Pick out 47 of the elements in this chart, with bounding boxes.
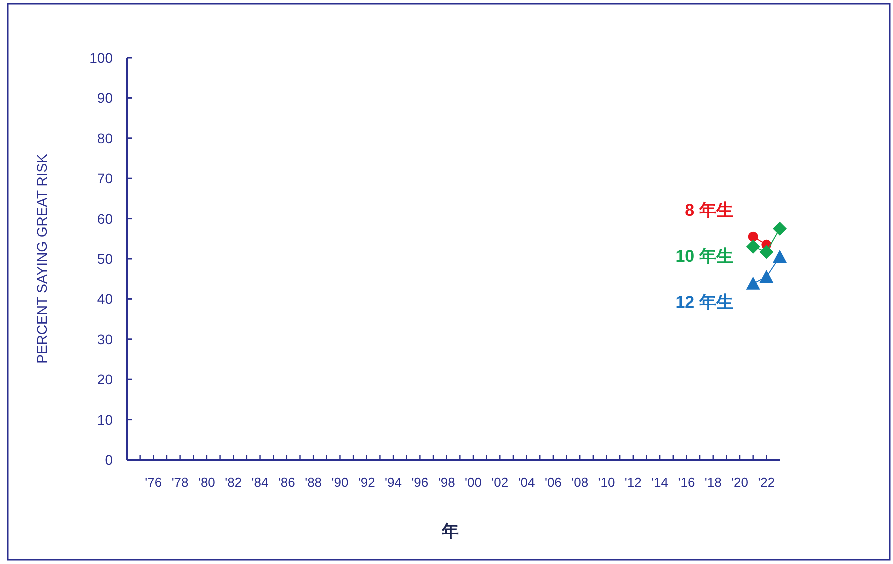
x-tick-label: '06 [544, 475, 562, 490]
point [760, 270, 774, 284]
x-tick-label: '84 [252, 475, 269, 490]
x-tick-label: '12 [624, 475, 642, 490]
x-tick-label: '04 [518, 475, 536, 490]
x-tick-label: '80 [198, 475, 216, 490]
x-tick-label: '86 [278, 475, 296, 490]
x-tick-label: '82 [225, 475, 242, 490]
point [760, 245, 774, 260]
x-tick-label: '78 [172, 475, 189, 490]
x-tick-label: '14 [652, 475, 669, 490]
y-tick-label: 20 [97, 372, 114, 388]
x-tick-label: '94 [385, 475, 402, 490]
series-label: 8 年生 [685, 200, 734, 220]
x-tick-label: '90 [332, 475, 349, 490]
x-axis-title: 年 [441, 522, 459, 541]
series-label: 10 年生 [676, 246, 734, 266]
point [748, 232, 758, 242]
y-tick-label: 60 [97, 210, 114, 227]
y-tick-label: 10 [97, 412, 114, 428]
y-axis-title: PERCENT SAYING GREAT RISK [34, 153, 50, 364]
point [773, 222, 787, 236]
x-tick-label: '00 [465, 475, 482, 490]
x-tick-label: '10 [598, 475, 616, 490]
y-tick-label: 70 [97, 170, 114, 187]
x-tick-label: '18 [704, 475, 722, 490]
y-tick-label: 40 [97, 291, 114, 308]
point [773, 250, 787, 263]
x-tick-label: '88 [305, 475, 322, 490]
x-tick-label: '02 [492, 475, 509, 490]
y-tick-label: 90 [97, 90, 114, 106]
point [746, 240, 760, 254]
x-tick-label: '20 [732, 475, 748, 490]
series-label: 12 年生 [676, 292, 734, 312]
point [746, 276, 760, 290]
x-tick-label: '96 [412, 475, 429, 490]
x-tick-label: '98 [438, 475, 456, 490]
y-tick-label: 50 [97, 251, 114, 267]
x-tick-label: '16 [678, 475, 696, 490]
x-tick-label: '76 [145, 475, 162, 490]
y-tick-label: 0 [105, 452, 114, 468]
x-tick-label: '08 [572, 475, 589, 490]
x-tick-label: '22 [758, 475, 776, 490]
x-tick-label: '92 [358, 475, 376, 490]
y-tick-label: 30 [97, 331, 114, 348]
y-tick-label: 80 [97, 130, 114, 146]
y-tick-label: 100 [90, 50, 114, 66]
